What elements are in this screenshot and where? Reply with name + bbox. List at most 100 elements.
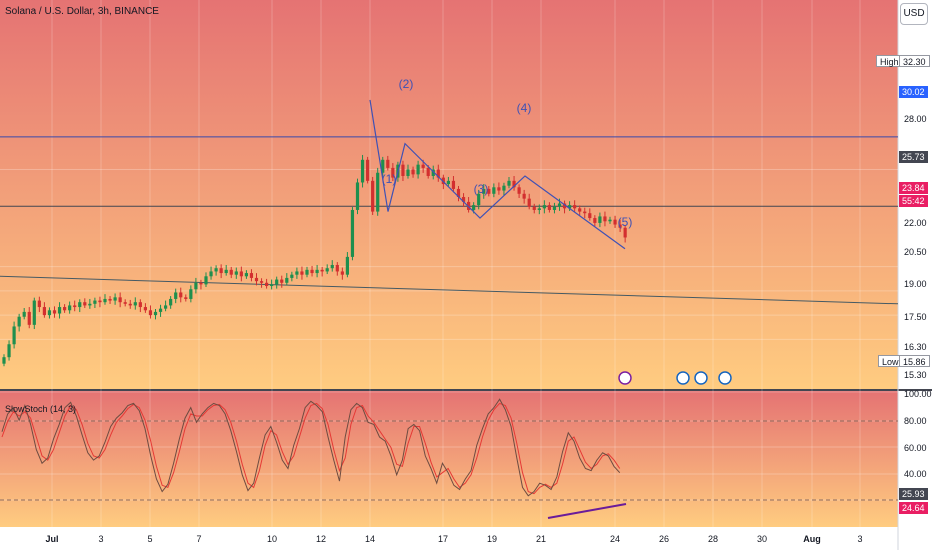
stoch-tick-label: 60.00 bbox=[904, 443, 927, 453]
candle-body bbox=[138, 302, 142, 308]
candle-body bbox=[148, 310, 153, 316]
candle-body bbox=[497, 187, 501, 191]
candle-body bbox=[194, 282, 198, 290]
time-tick-label: 21 bbox=[536, 534, 546, 544]
high-value: 32.30 bbox=[899, 55, 930, 67]
time-tick-label: 17 bbox=[438, 534, 448, 544]
candle-body bbox=[603, 216, 607, 222]
currency-button[interactable]: USD bbox=[900, 3, 928, 25]
blue-line-price-tag: 30.02 bbox=[899, 86, 928, 98]
candle-body bbox=[583, 211, 587, 214]
candle-body bbox=[88, 303, 92, 306]
price-tick-label: 16.30 bbox=[904, 342, 927, 352]
candle-body bbox=[12, 326, 16, 345]
symbol-title[interactable]: Solana / U.S. Dollar, 3h, BINANCE bbox=[5, 6, 159, 17]
candle-body bbox=[52, 310, 57, 314]
candle-body bbox=[169, 298, 173, 306]
candle-body bbox=[371, 180, 375, 212]
dark-line-price-tag: 25.73 bbox=[899, 151, 928, 163]
time-tick-label: 5 bbox=[147, 534, 152, 544]
candle-body bbox=[557, 203, 562, 207]
stoch-d-tag: 24.64 bbox=[899, 502, 928, 514]
candle-body bbox=[300, 271, 304, 275]
candle-body bbox=[320, 269, 324, 272]
candle-body bbox=[446, 180, 450, 185]
candle-body bbox=[37, 300, 41, 308]
candle-body bbox=[7, 344, 11, 358]
price-tick-label: 22.00 bbox=[904, 218, 927, 228]
candle-body bbox=[562, 203, 567, 209]
candle-body bbox=[285, 277, 289, 283]
candle-body bbox=[295, 271, 299, 275]
candle-body bbox=[204, 276, 208, 285]
candle-body bbox=[350, 209, 355, 257]
economic-event-icon bbox=[676, 371, 690, 385]
elliott-wave-path bbox=[369, 99, 626, 250]
candle-body bbox=[416, 164, 420, 175]
candle-body bbox=[345, 256, 349, 275]
candle-body bbox=[507, 180, 511, 186]
candle-body bbox=[411, 169, 415, 175]
price-tick-label: 20.50 bbox=[904, 247, 927, 257]
wave-label: (1) bbox=[382, 172, 397, 186]
candle-body bbox=[310, 269, 314, 274]
candle-body bbox=[472, 205, 476, 210]
time-axis-background bbox=[0, 527, 898, 550]
candle-body bbox=[103, 298, 107, 303]
stoch-k-line bbox=[1, 398, 621, 497]
low-value: 15.86 bbox=[899, 355, 930, 367]
candle-body bbox=[239, 271, 243, 277]
candle-body bbox=[532, 206, 536, 210]
candle-body bbox=[381, 159, 385, 173]
candle-body bbox=[391, 167, 395, 178]
candle-body bbox=[461, 197, 466, 202]
time-tick-label: Jul bbox=[45, 534, 58, 544]
trend-line bbox=[0, 275, 899, 305]
candle-body bbox=[219, 268, 223, 274]
candle-body bbox=[573, 205, 577, 209]
candle-body bbox=[73, 305, 77, 308]
candle-body bbox=[214, 268, 218, 272]
indicator-pane-background bbox=[0, 391, 898, 527]
candle-body bbox=[164, 305, 168, 309]
wave-label: (5) bbox=[618, 215, 633, 229]
candle-body bbox=[143, 307, 147, 311]
wave-label: (4) bbox=[517, 101, 532, 115]
candle-body bbox=[259, 281, 264, 283]
candle-body bbox=[189, 289, 193, 299]
candle-body bbox=[118, 297, 122, 303]
candle-body bbox=[623, 227, 627, 238]
candle-body bbox=[552, 206, 557, 210]
candle-body bbox=[199, 282, 203, 285]
price-tick-label: 28.00 bbox=[904, 114, 927, 124]
price-tick-label: 19.00 bbox=[904, 279, 927, 289]
stoch-d-line bbox=[1, 402, 621, 495]
countdown-tag: 55:42 bbox=[899, 195, 928, 207]
candle-body bbox=[68, 305, 72, 311]
candle-body bbox=[209, 271, 213, 277]
candle-body bbox=[502, 185, 506, 191]
candle-body bbox=[578, 208, 582, 212]
time-tick-label: 24 bbox=[610, 534, 620, 544]
earnings-event-icon bbox=[618, 371, 632, 385]
high-label: High bbox=[876, 55, 903, 67]
candle-body bbox=[613, 219, 617, 225]
candle-body bbox=[547, 205, 551, 210]
candle-body bbox=[254, 277, 259, 282]
candle-body bbox=[17, 316, 21, 327]
candle-body bbox=[477, 193, 481, 206]
candle-body bbox=[234, 271, 238, 275]
economic-event-icon bbox=[694, 371, 708, 385]
divergence-line bbox=[547, 503, 627, 519]
indicator-label[interactable]: SlowStoch (14, 3) bbox=[5, 404, 77, 414]
candle-body bbox=[426, 167, 430, 176]
candle-body bbox=[78, 302, 82, 308]
candle-body bbox=[366, 159, 370, 181]
candle-body bbox=[537, 208, 541, 210]
candle-body bbox=[542, 205, 546, 209]
candle-body bbox=[522, 193, 526, 199]
time-tick-label: 26 bbox=[659, 534, 669, 544]
time-tick-label: 14 bbox=[365, 534, 375, 544]
time-tick-label: 10 bbox=[267, 534, 277, 544]
